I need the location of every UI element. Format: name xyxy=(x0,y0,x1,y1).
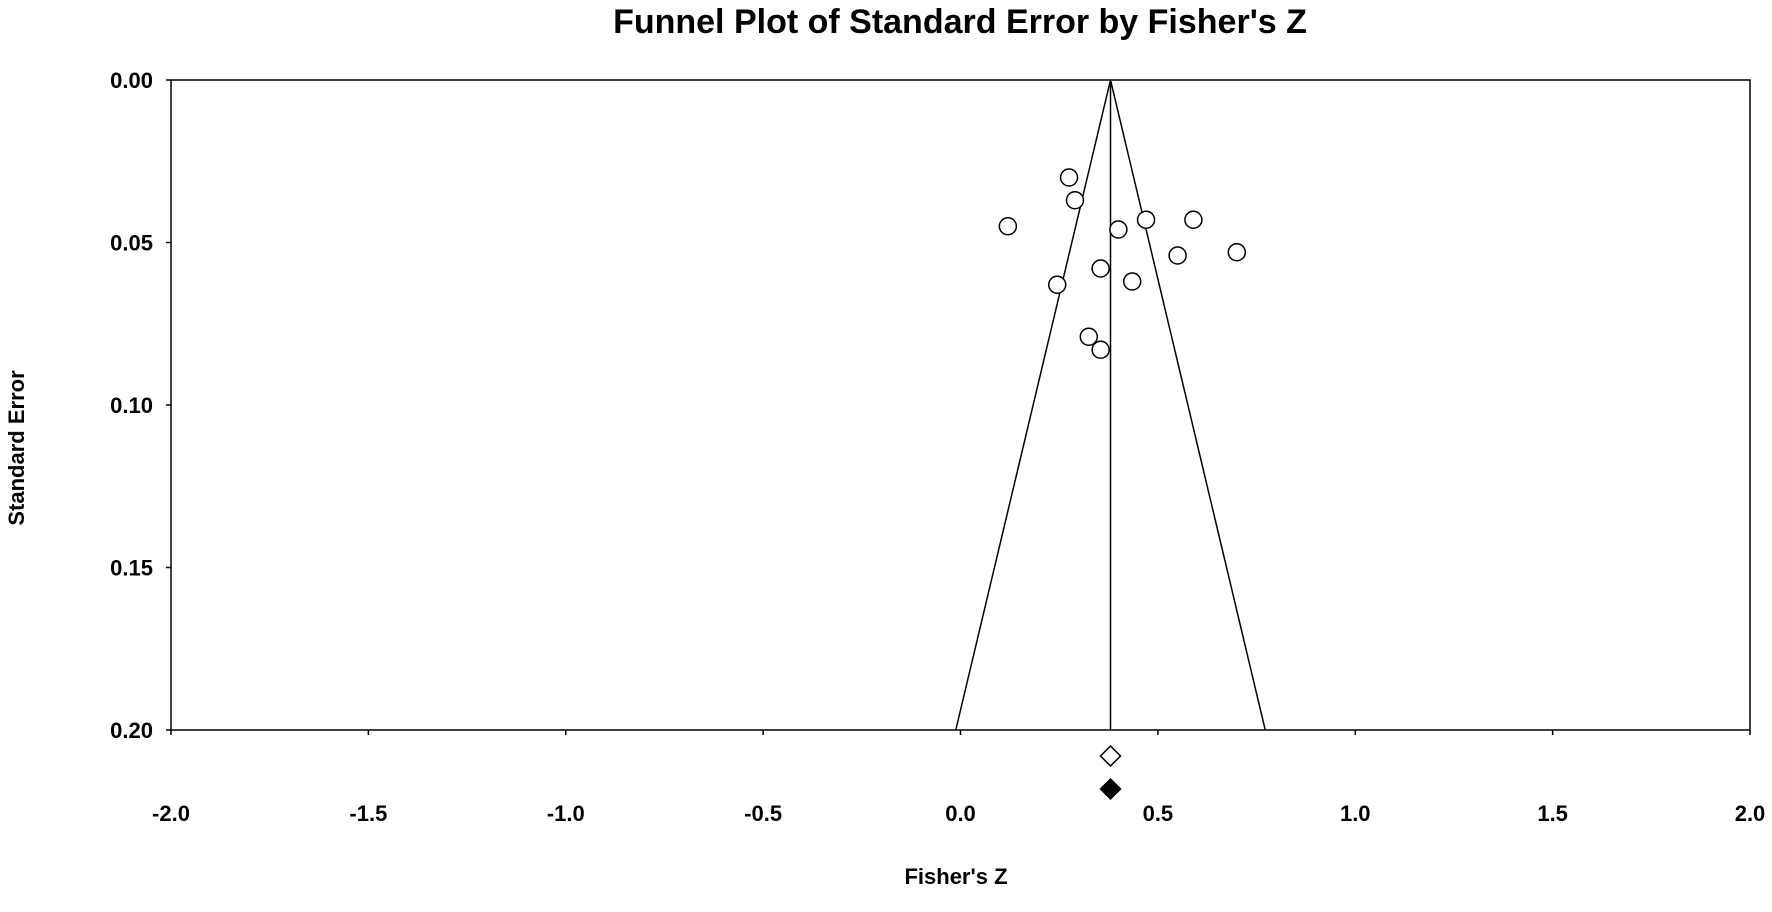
study-point xyxy=(1079,327,1099,346)
x-tick-label: -1.0 xyxy=(547,801,585,826)
study-point xyxy=(1059,168,1079,187)
y-tick-label: 0.20 xyxy=(110,718,153,743)
x-tick-label: 0.0 xyxy=(945,801,976,826)
x-tick-label: 1.0 xyxy=(1340,801,1371,826)
study-point xyxy=(1091,259,1110,278)
study-point xyxy=(1168,246,1187,265)
x-axis-label: Fisher's Z xyxy=(904,864,1007,889)
funnel-right-line xyxy=(1109,79,1266,731)
study-point xyxy=(1184,210,1203,229)
chart-title: Funnel Plot of Standard Error by Fisher'… xyxy=(613,3,1307,41)
study-point xyxy=(1227,243,1247,262)
y-tick-label: 0.15 xyxy=(110,556,153,581)
open-summary-diamond xyxy=(1099,744,1122,768)
study-point xyxy=(1091,340,1110,359)
y-axis-label: Standard Error xyxy=(4,370,29,526)
study-point xyxy=(1136,210,1156,229)
plot-frame xyxy=(170,79,1751,731)
study-point xyxy=(1109,220,1128,239)
y-tick-label: 0.10 xyxy=(110,393,153,418)
x-tick-label: -1.5 xyxy=(349,801,387,826)
y-tick-label: 0.00 xyxy=(110,68,153,93)
filled-summary-diamond xyxy=(1099,777,1122,801)
chart-marks: -2.0 -1.5 -1.0 -0.5 0.0 0.5 1.0 1.5 2.0 0.00 0.05 0… xyxy=(110,68,1765,826)
study-point xyxy=(1065,191,1085,210)
x-tick-label: -2.0 xyxy=(152,801,190,826)
study-point xyxy=(1047,275,1067,294)
study-point xyxy=(1122,272,1142,291)
x-tick-label: 2.0 xyxy=(1735,801,1766,826)
y-tick-label: 0.05 xyxy=(110,231,153,256)
funnel-left-line xyxy=(955,79,1112,731)
study-point xyxy=(998,217,1018,236)
x-tick-label: 1.5 xyxy=(1537,801,1568,826)
x-tick-label: 0.5 xyxy=(1143,801,1174,826)
x-tick-label: -0.5 xyxy=(744,801,782,826)
